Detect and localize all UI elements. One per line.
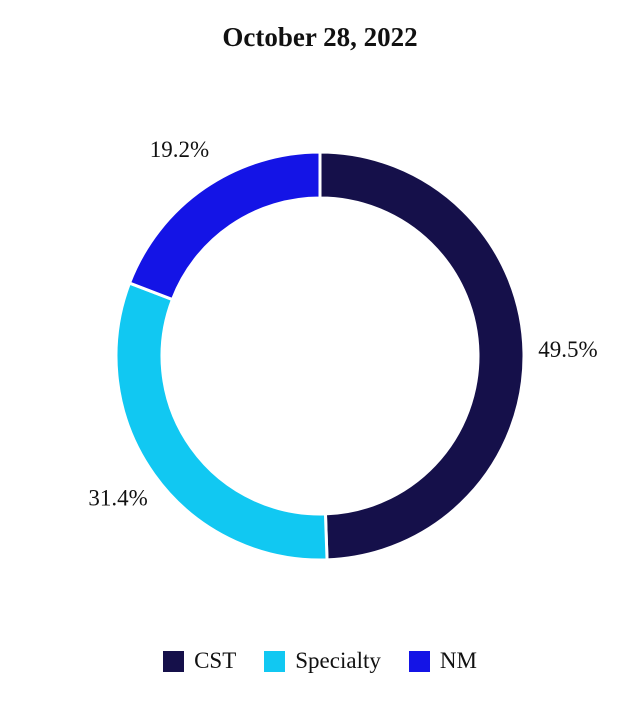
legend-label-nm: NM [439, 648, 477, 673]
legend-swatch-nm [408, 650, 430, 672]
donut-slice-specialty [114, 281, 329, 562]
legend-item-specialty: Specialty [264, 648, 381, 674]
legend-swatch-specialty [264, 650, 286, 672]
legend-item-nm: NM [408, 648, 477, 674]
donut-slice-nm [127, 150, 322, 302]
legend-swatch-cst [163, 650, 185, 672]
legend-item-cst: CST [163, 648, 236, 674]
slice-label-cst: 49.5% [538, 337, 597, 362]
slice-labels: 49.5% 31.4% 19.2% [88, 137, 597, 510]
legend: CST Specialty NM [0, 648, 640, 674]
legend-label-cst: CST [194, 648, 237, 673]
donut-chart: 49.5% 31.4% 19.2% [88, 137, 598, 562]
donut-slice-cst [318, 150, 526, 562]
slice-label-specialty: 31.4% [88, 485, 147, 510]
donut-slices [114, 150, 526, 562]
legend-label-specialty: Specialty [295, 648, 381, 673]
slice-label-nm: 19.2% [150, 137, 209, 162]
chart-title: October 28, 2022 [222, 22, 418, 52]
